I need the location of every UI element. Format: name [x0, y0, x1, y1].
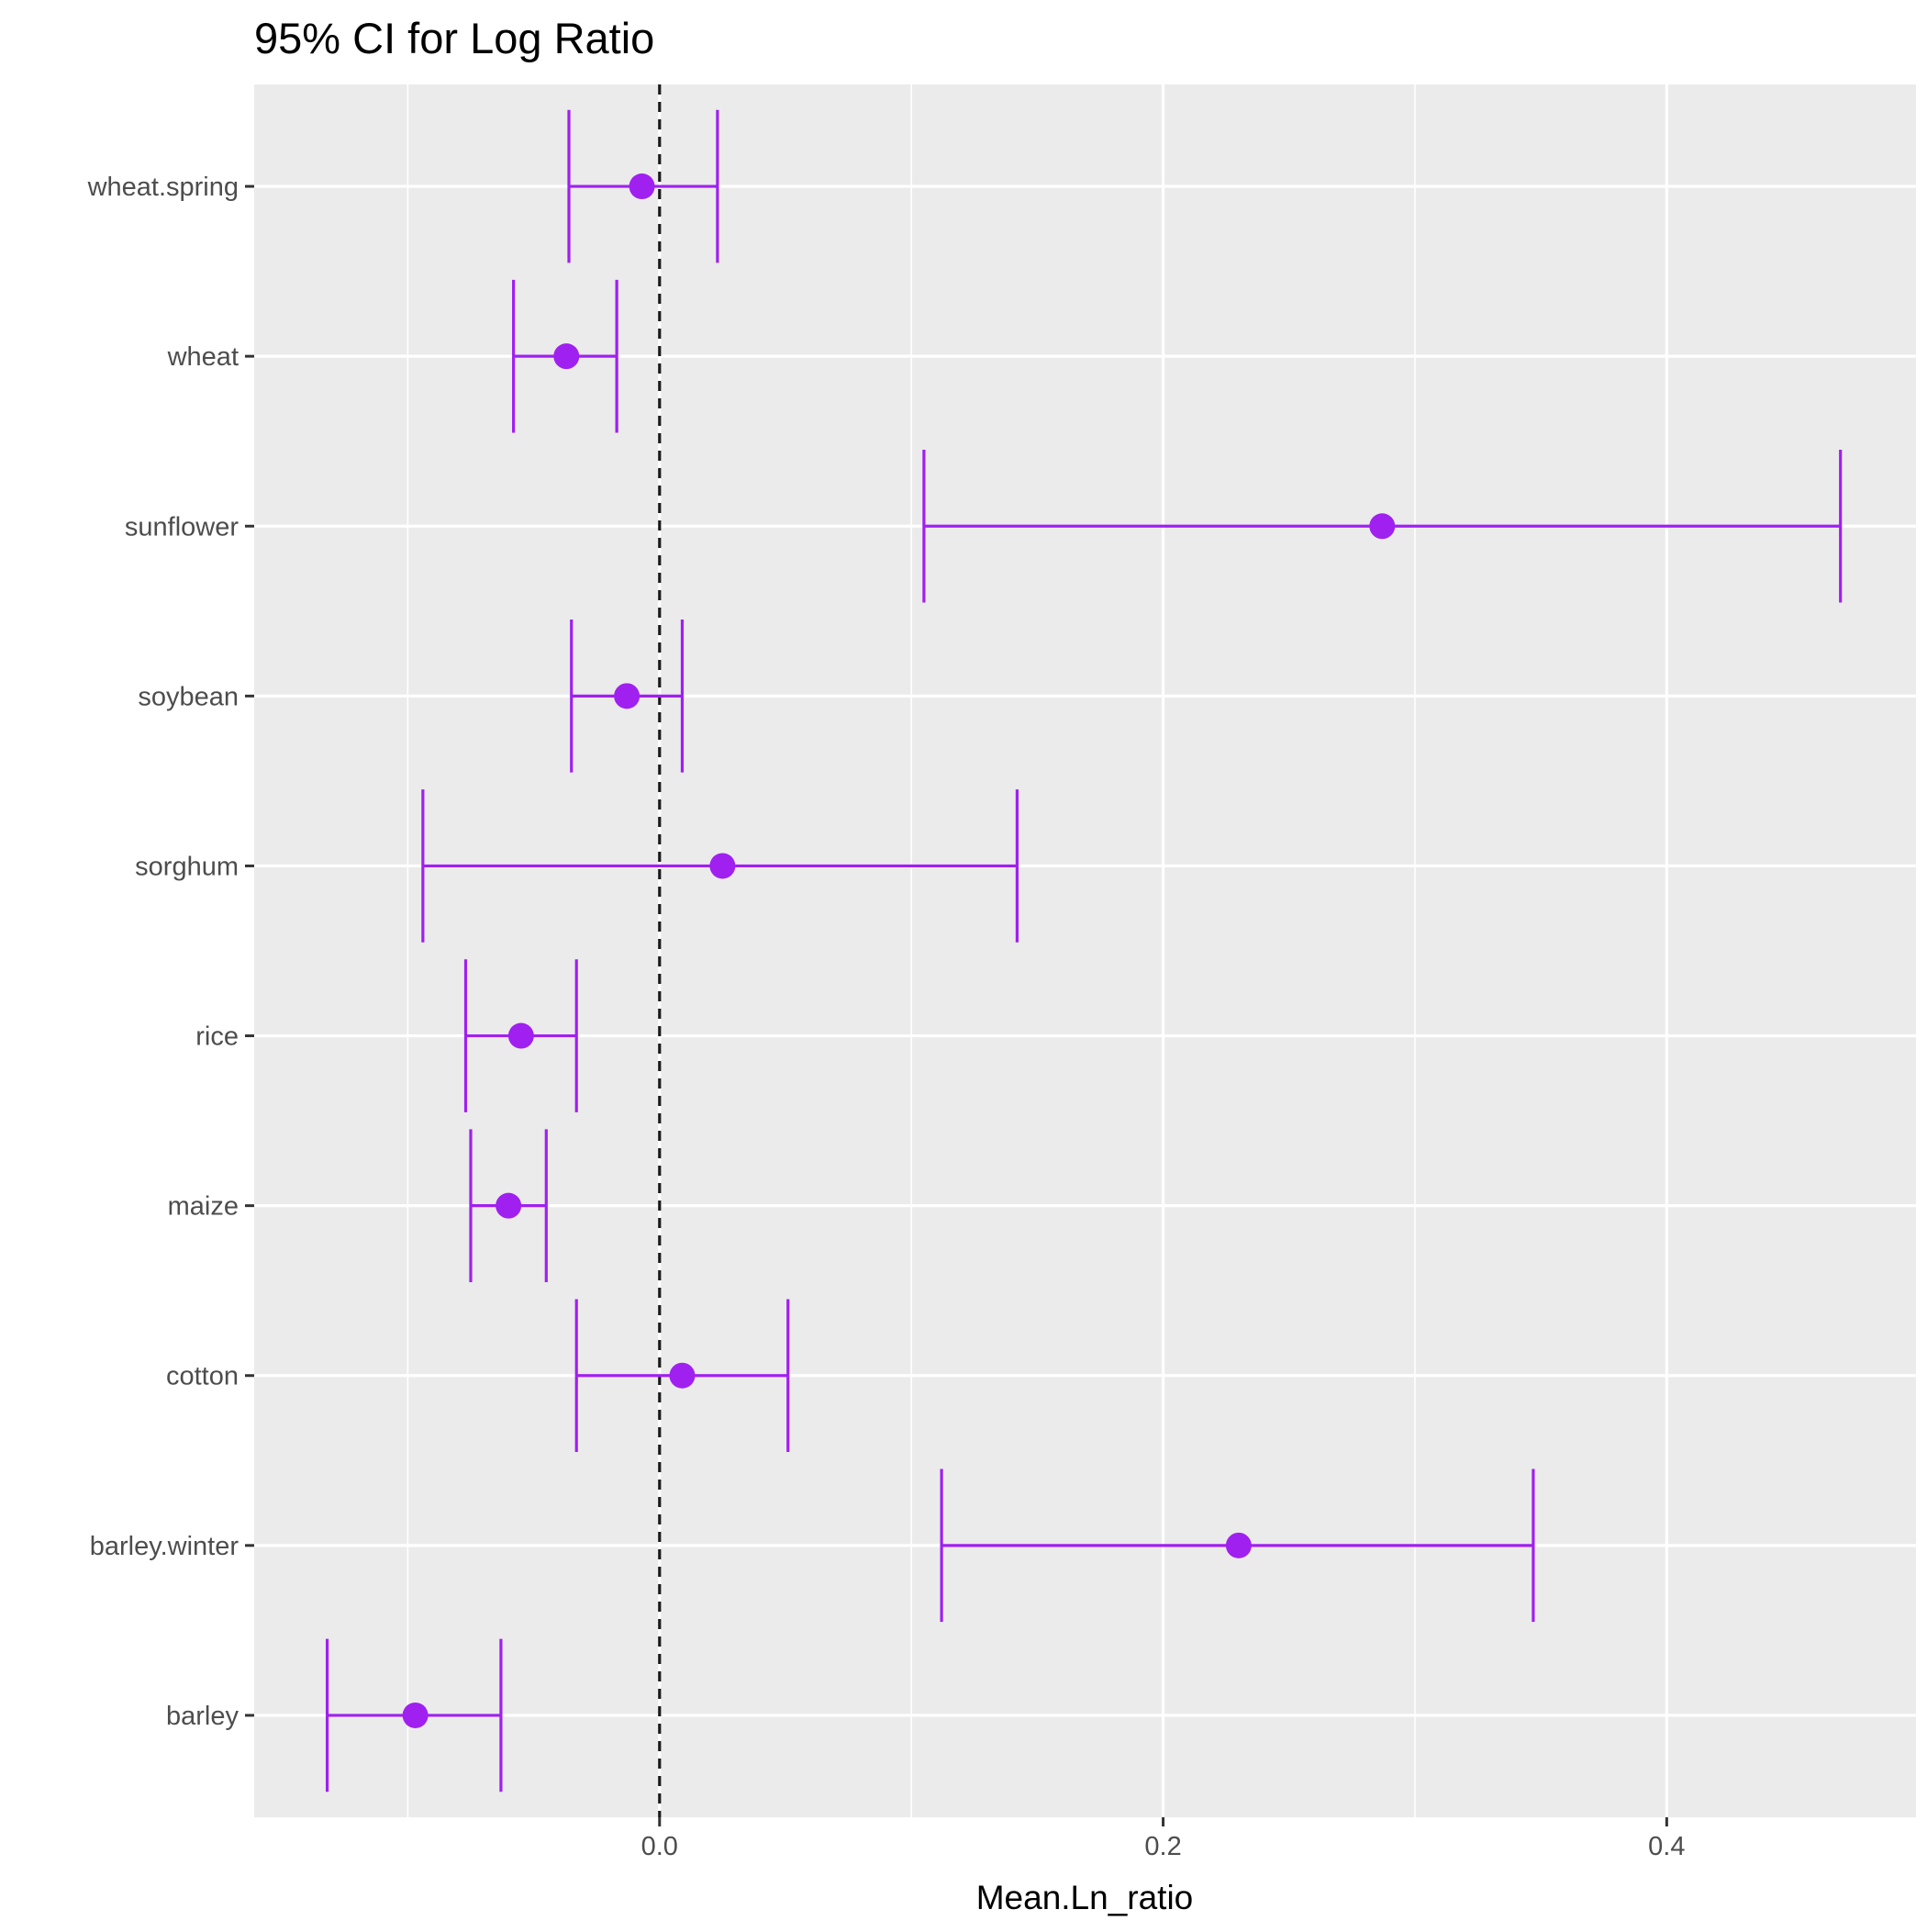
mean-point-barley.winter	[1225, 1532, 1252, 1558]
mean-point-barley	[402, 1702, 429, 1728]
y-axis: barley barley.winter cotton maize rice sorghu…	[87, 173, 254, 1731]
mean-point-maize	[496, 1192, 522, 1219]
point-layer	[402, 173, 1396, 1728]
y-tick-label: soybean	[138, 682, 239, 711]
mean-point-rice	[507, 1022, 534, 1049]
y-tick-label: cotton	[166, 1362, 239, 1391]
mean-point-sorghum	[709, 853, 736, 879]
mean-point-sunflower	[1369, 513, 1396, 540]
y-tick-label: rice	[195, 1022, 239, 1052]
x-axis-title: Mean.Ln_ratio	[976, 1879, 1194, 1916]
mean-point-wheat	[553, 343, 580, 370]
plot-panel	[254, 84, 1916, 1817]
y-tick-label: barley	[166, 1702, 239, 1731]
mean-point-wheat.spring	[629, 173, 655, 200]
y-tick-label: wheat	[167, 342, 239, 372]
y-tick-label: wheat.spring	[87, 173, 239, 202]
y-tick-label: sunflower	[125, 512, 239, 542]
x-tick-label: 0.0	[641, 1832, 678, 1861]
mean-point-cotton	[669, 1362, 696, 1389]
x-tick-label: 0.4	[1648, 1832, 1685, 1861]
y-tick-label: sorghum	[135, 852, 239, 881]
mean-point-soybean	[614, 683, 640, 709]
y-tick-label: maize	[168, 1192, 239, 1222]
chart-title: 95% CI for Log Ratio	[254, 14, 654, 62]
x-tick-label: 0.2	[1144, 1832, 1181, 1861]
y-tick-label: barley.winter	[90, 1532, 239, 1561]
x-axis: 0.0 0.2 0.4	[641, 1817, 1686, 1861]
